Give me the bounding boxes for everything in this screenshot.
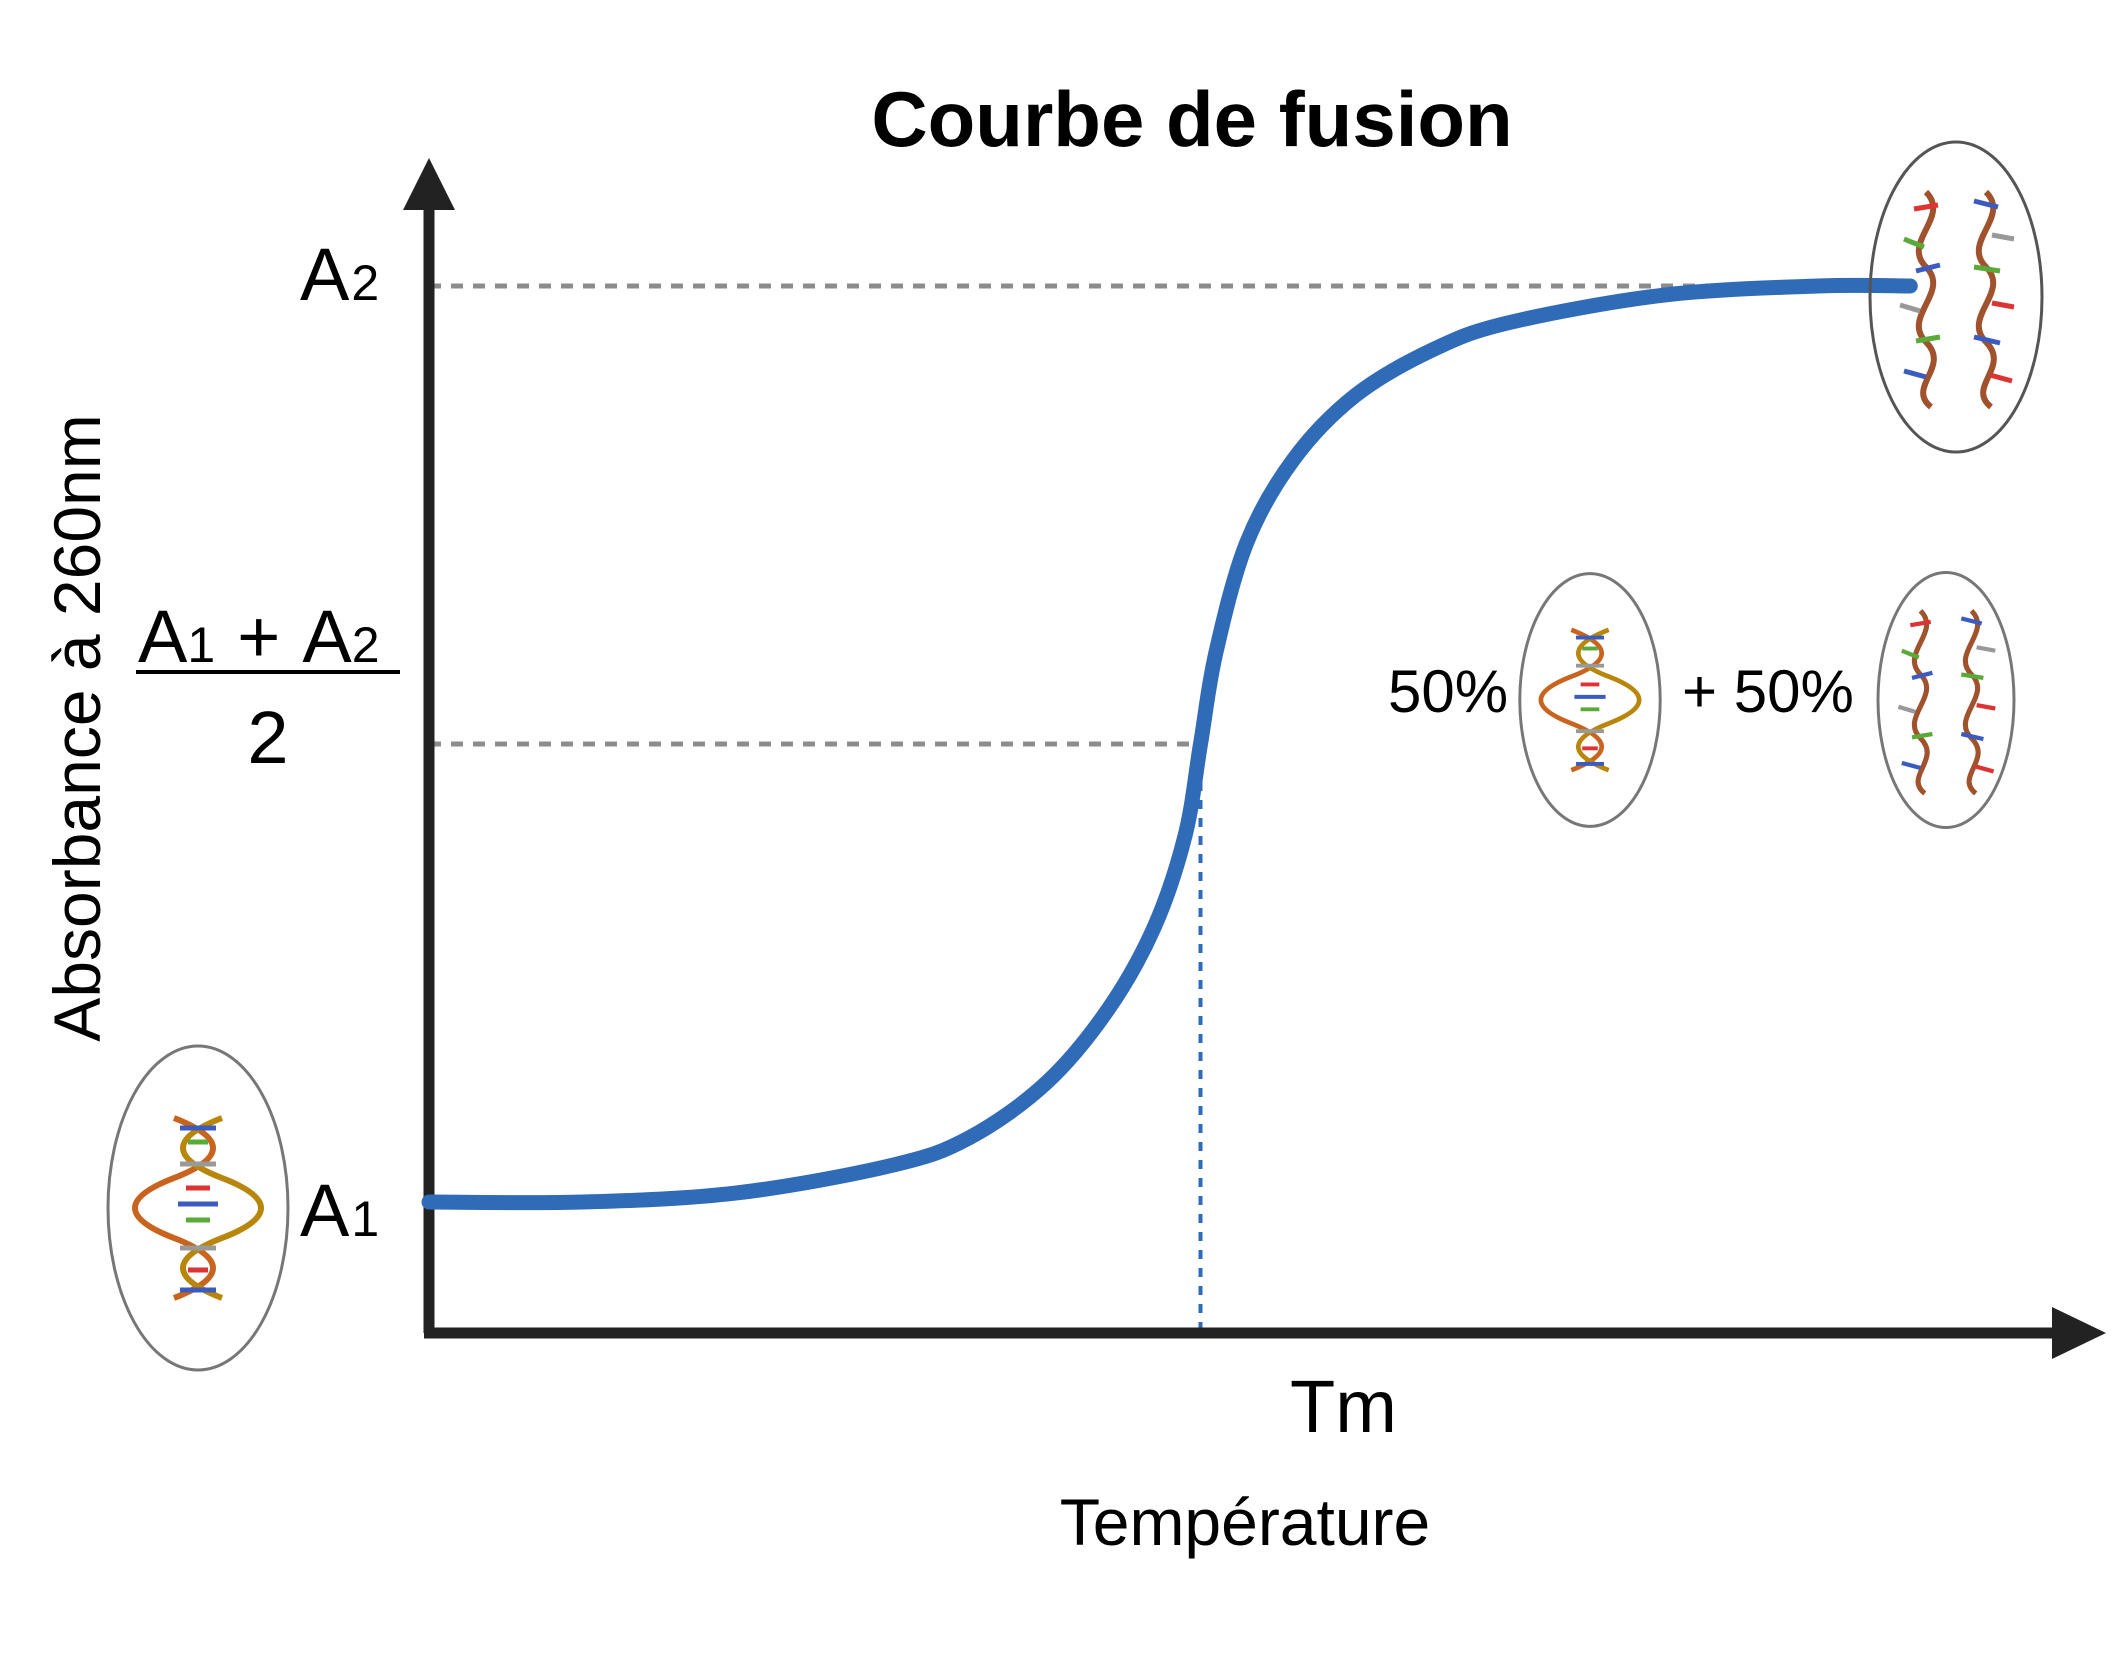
single-strands-icon: [1868, 140, 2044, 454]
single-strands-icon: [1876, 571, 2016, 829]
y-mid-label: A1 + A2 2: [136, 595, 400, 779]
y-axis-title: Absorbance à 260nm: [40, 414, 114, 1041]
x-axis-arrow: [2052, 1307, 2106, 1359]
x-axis-title: Température: [1060, 1485, 1431, 1559]
chart-title: Courbe de fusion: [871, 75, 1512, 163]
y-tick-a1: A1: [300, 1169, 379, 1252]
x-tick-tm: Tm: [1290, 1365, 1397, 1448]
y-axis-arrow: [403, 158, 455, 210]
melting-curve-series: [421, 277, 1918, 1211]
fraction-numerator: A1 + A2: [138, 595, 380, 678]
y-tick-a2: A2: [300, 233, 379, 316]
annotation-plus-50-percent: + 50%: [1682, 658, 1854, 725]
annotation-50-percent: 50%: [1388, 658, 1508, 725]
double-helix-icon: [106, 1044, 290, 1372]
double-helix-icon: [1518, 572, 1662, 828]
fraction-denominator: 2: [247, 696, 288, 779]
